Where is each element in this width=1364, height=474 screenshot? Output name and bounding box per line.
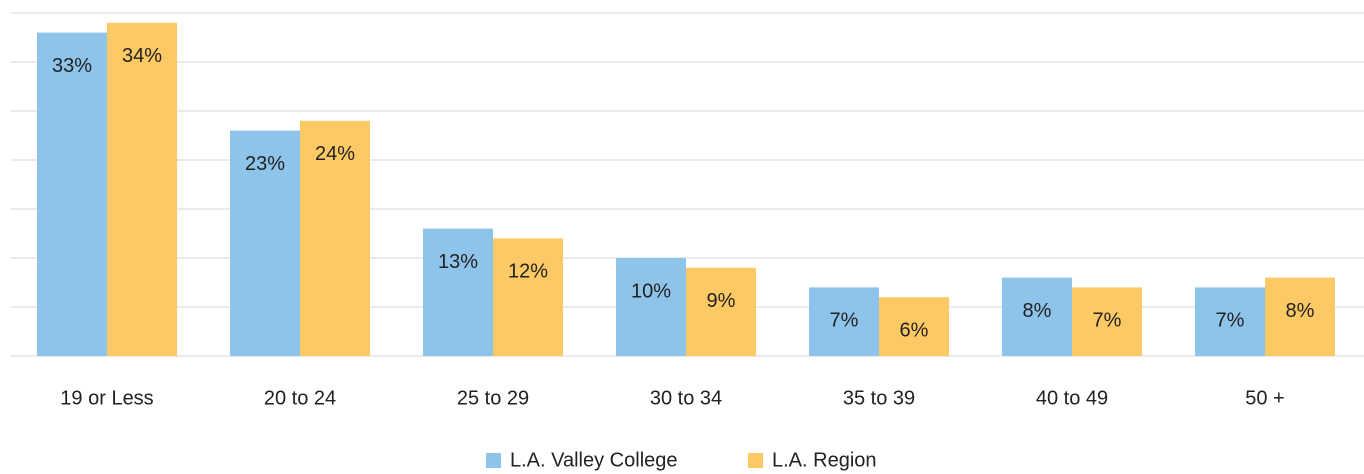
bar	[686, 267, 756, 356]
bar	[1002, 277, 1072, 356]
bar	[1265, 277, 1335, 356]
data-label: 13%	[438, 251, 478, 273]
bar	[423, 228, 493, 356]
data-label: 8%	[1023, 300, 1052, 322]
data-label: 12%	[508, 261, 548, 283]
bar	[879, 297, 949, 356]
data-label: 7%	[1093, 310, 1122, 332]
data-label: 6%	[900, 319, 929, 341]
data-label: 34%	[122, 45, 162, 67]
bar	[230, 130, 300, 356]
x-tick-label: 25 to 29	[457, 387, 529, 409]
x-tick-label: 50 +	[1245, 387, 1284, 409]
bar	[300, 120, 370, 356]
bar	[1072, 287, 1142, 356]
data-label: 24%	[315, 143, 355, 165]
data-label: 33%	[52, 55, 92, 77]
legend-label: L.A. Region	[772, 449, 877, 471]
x-tick-label: 19 or Less	[60, 387, 153, 409]
data-label: 9%	[707, 290, 736, 312]
bar	[616, 258, 686, 356]
legend-swatch	[748, 453, 763, 468]
x-tick-label: 40 to 49	[1036, 387, 1108, 409]
bar	[37, 32, 107, 356]
legend-swatch	[486, 453, 501, 468]
bar	[107, 22, 177, 357]
bar	[493, 238, 563, 356]
x-tick-label: 30 to 34	[650, 387, 722, 409]
x-tick-label: 20 to 24	[264, 387, 336, 409]
data-label: 23%	[245, 153, 285, 175]
data-label: 7%	[1216, 310, 1245, 332]
bar	[1195, 287, 1265, 356]
data-label: 10%	[631, 280, 671, 302]
data-label: 7%	[830, 310, 859, 332]
bar	[809, 287, 879, 356]
x-tick-label: 35 to 39	[843, 387, 915, 409]
data-label: 8%	[1286, 300, 1315, 322]
legend-label: L.A. Valley College	[510, 449, 678, 471]
